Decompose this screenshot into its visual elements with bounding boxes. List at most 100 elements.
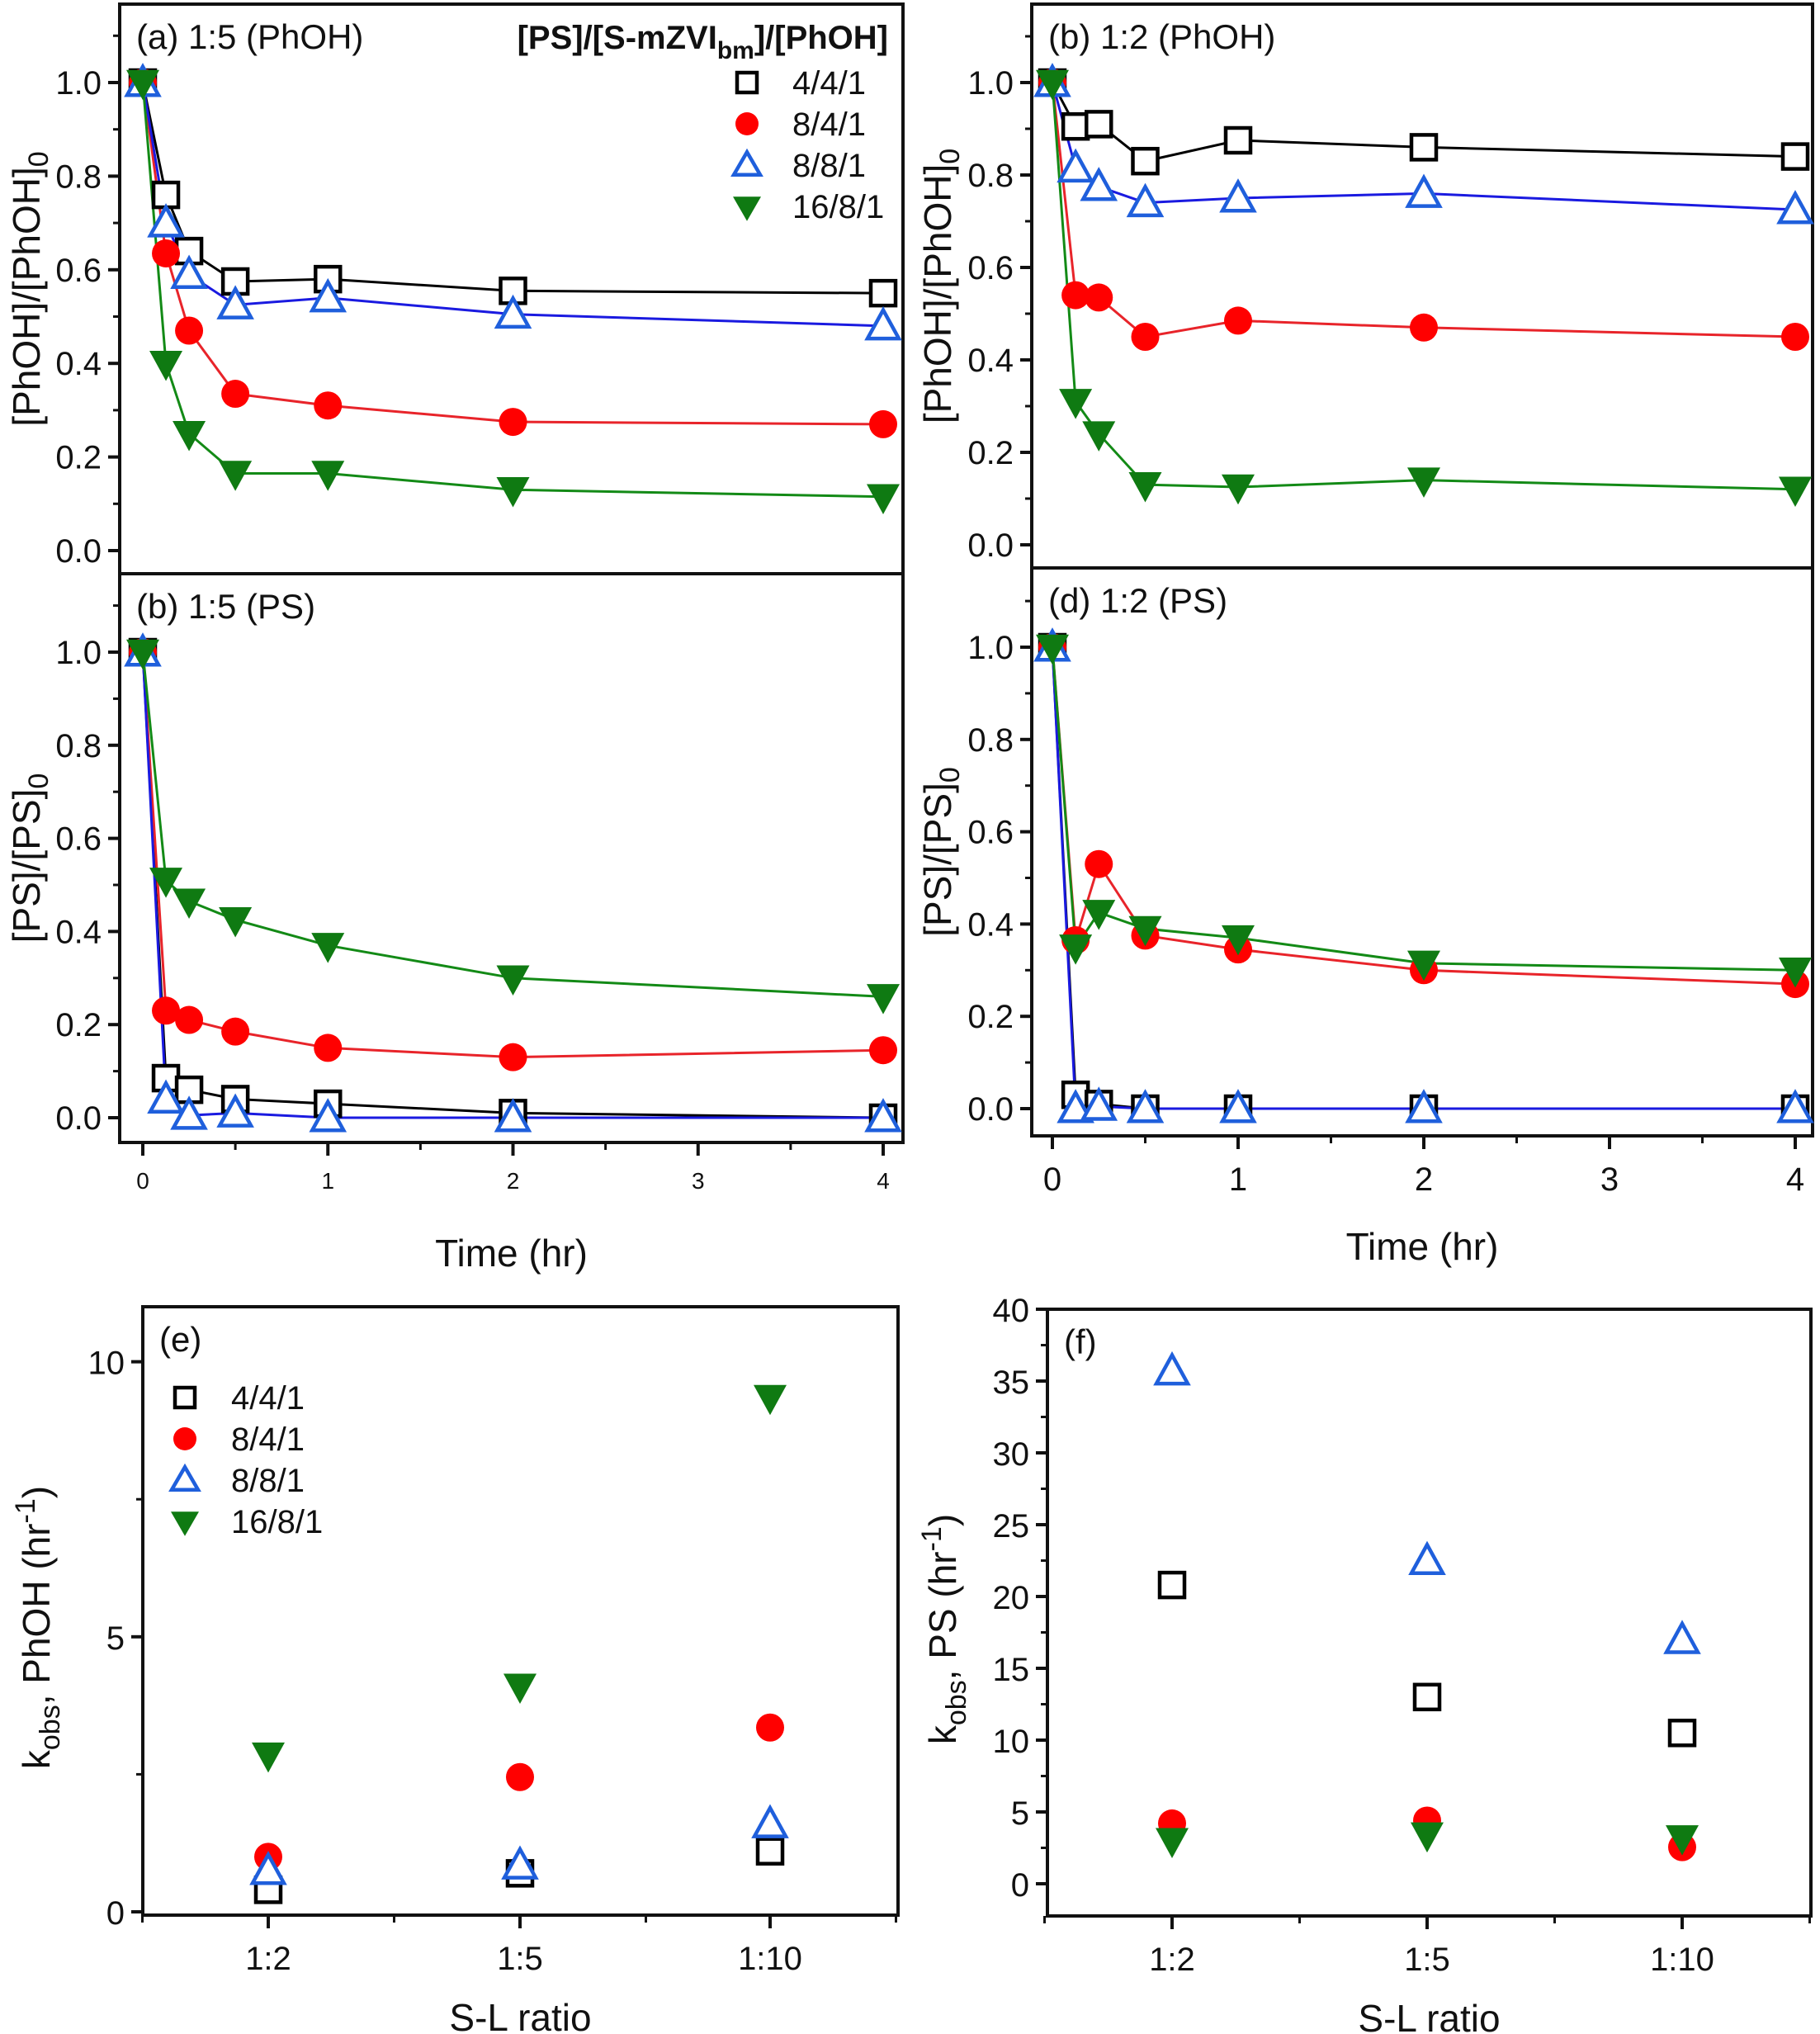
legend-title-main: [PS]/[S-mZVI [518,20,717,56]
legend-label: 4/4/1 [231,1380,305,1417]
panel-title: (f) [1064,1322,1097,1361]
data-point-8-8-1 [751,1804,789,1838]
data-point-4-4-1 [1409,133,1439,162]
legend-label: 8/8/1 [792,148,866,184]
x-tick-label: 2 [507,1168,520,1194]
y-axis-title-main: [PhOH]/[PhOH] [916,164,959,423]
y-axis-title-subscript: 0 [23,151,54,167]
legend-item: 8/4/1 [735,106,866,143]
data-point-8-4-1 [152,996,181,1025]
panel-e: (e) 0 5 10 1:2 1:5 1:10 S-L ratio kobs, PhOH (hr… [10,1305,900,2034]
series-line-16-8-1 [141,651,884,998]
data-point-8-4-1 [1224,306,1252,335]
data-point-16-8-1 [867,484,900,515]
y-axis-title-tail: , PhOH (hr [15,1523,58,1705]
legend: 4/4/1 8/4/1 8/8/1 16/8/1 [168,1380,323,1540]
y-axis-title: [PS]/[PS]0 [916,767,966,937]
x-tick-label: 4 [1786,1161,1804,1198]
data-point-8-8-1 [864,305,902,341]
x-axis-title: S-L ratio [449,1996,591,2034]
plot-frame [1030,566,1814,1138]
data-point-16-8-1 [252,1742,285,1773]
data-point-8-8-1 [1405,1089,1443,1123]
y-tick-label: 0.6 [55,821,102,858]
y-tick-label: 0.0 [55,1100,102,1137]
data-point-16-8-1 [219,461,253,491]
panel-title: (a) 1:5 (PhOH) [136,17,363,56]
y-tick-label: 30 [993,1436,1030,1473]
legend-item: 4/4/1 [735,65,866,102]
x-tick-label: 0 [1043,1161,1061,1198]
x-tick-label: 1 [321,1168,334,1194]
data-point-8-8-1 [1153,1350,1191,1386]
legend-marker [735,112,759,135]
panel-d: (d) 1:2 (PS) 0.0 0.2 0.4 0.6 0.8 1.0 0 1 2 3 4 Time … [916,566,1814,1268]
series-line-8-4-1 [141,82,884,426]
y-tick-label: 40 [993,1293,1030,1329]
x-tick-label: 1:2 [1149,1942,1195,1978]
data-point-8-4-1 [1085,283,1113,312]
y-axis-title-sub: obs [941,1680,972,1725]
x-tick-label: 1:10 [1650,1942,1714,1978]
plot-frame [1046,1308,1813,1918]
data-point-16-8-1 [219,907,253,938]
data-point-8-8-1 [1408,1540,1446,1575]
data-point-8-8-1 [1776,1089,1814,1123]
data-point-8-4-1 [152,239,181,267]
legend-item: 8/8/1 [730,148,866,184]
data-point-16-8-1 [1059,389,1093,419]
data-point-16-8-1 [1128,915,1162,947]
data-point-4-4-1 [1667,1719,1697,1748]
panel-title: (d) 1:2 (PS) [1048,581,1227,620]
data-point-16-8-1 [1222,474,1255,505]
y-tick-label: 10 [88,1346,125,1382]
y-tick-label: 0.4 [55,914,102,950]
data-point-16-8-1 [149,868,183,898]
data-point-16-8-1 [173,421,206,452]
data-point-16-8-1 [1059,934,1093,965]
data-point-16-8-1 [1156,1828,1189,1859]
legend-label: 16/8/1 [231,1504,323,1540]
legend-item: 8/4/1 [173,1421,305,1458]
x-tick-label: 2 [1415,1161,1433,1198]
data-point-8-8-1 [494,294,532,329]
y-axis-title: [PS]/[PS]0 [5,773,54,944]
data-point-4-4-1 [755,1837,785,1866]
y-axis-title-close: ) [15,1486,58,1498]
data-point-8-8-1 [1219,1089,1257,1123]
y-tick-label: 0.6 [55,253,102,289]
data-point-8-4-1 [499,408,527,437]
data-point-4-4-1 [1780,142,1810,171]
series-line-8-4-1 [141,651,884,1059]
y-tick-label: 0.4 [967,906,1014,943]
data-point-8-8-1 [1776,190,1814,225]
data-point-16-8-1 [496,477,530,508]
legend-item: 16/8/1 [733,189,884,225]
y-tick-label: 1.0 [967,65,1014,102]
data-point-16-8-1 [754,1384,787,1416]
panel-title: (b) 1:2 (PhOH) [1048,17,1275,56]
series-line-4-4-1 [141,82,884,295]
data-point-8-8-1 [1126,1089,1165,1123]
data-point-8-8-1 [147,203,185,238]
y-tick-label: 1.0 [55,65,102,102]
data-point-8-4-1 [869,1036,897,1065]
data-point-16-8-1 [1779,958,1812,988]
data-point-8-4-1 [221,1017,250,1046]
data-point-8-4-1 [314,391,343,420]
data-point-8-8-1 [501,1845,539,1880]
data-point-8-8-1 [494,1098,532,1133]
legend-label: 8/4/1 [792,106,866,143]
y-tick-label: 0.0 [967,1091,1014,1128]
y-tick-label: 0.2 [55,1007,102,1043]
data-point-8-8-1 [309,1098,347,1133]
y-tick-label: 15 [993,1652,1030,1688]
y-axis-title-main: [PhOH]/[PhOH] [5,167,48,426]
y-axis-title-close: ) [921,1514,964,1526]
y-tick-label: 0.4 [55,346,102,382]
data-point-16-8-1 [1036,69,1069,101]
y-axis-title-subscript: 0 [23,773,54,789]
data-point-8-8-1 [170,254,208,289]
legend-label: 8/8/1 [231,1463,305,1499]
series-line-8-8-1 [1051,646,1795,1110]
